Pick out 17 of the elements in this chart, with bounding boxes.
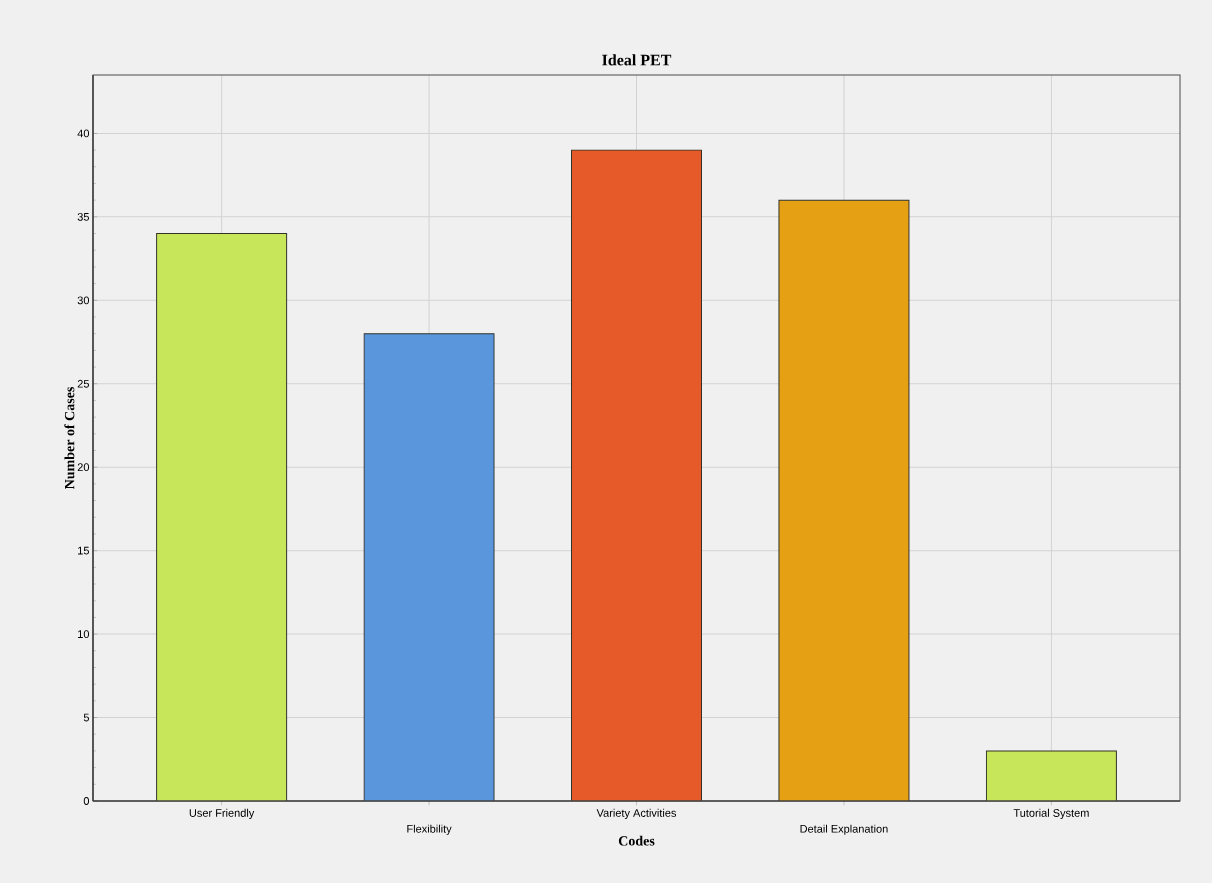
chart-title: Ideal PET (602, 54, 672, 66)
y-tick-label: 40 (77, 129, 90, 138)
y-tick-label: 5 (83, 713, 89, 722)
y-tick-label: 10 (78, 630, 90, 638)
x-tick-label: Tutorial System (1013, 808, 1089, 820)
y-tick-label: 0 (83, 797, 90, 805)
y-axis-title: Number of Cases (64, 387, 75, 490)
x-tick-label: Variety Activities (596, 808, 677, 820)
y-tick-label: 20 (77, 463, 90, 472)
y-tick-label: 25 (77, 379, 89, 388)
x-axis-title: Codes (618, 835, 655, 846)
y-tick-label: 35 (77, 212, 89, 221)
x-tick-label: Detail Explanation (800, 824, 888, 835)
x-tick-label: Flexibility (407, 824, 452, 835)
x-tick-label: User Friendly (189, 808, 255, 820)
y-tick-label: 15 (78, 546, 89, 555)
y-tick-label: 30 (77, 296, 90, 305)
